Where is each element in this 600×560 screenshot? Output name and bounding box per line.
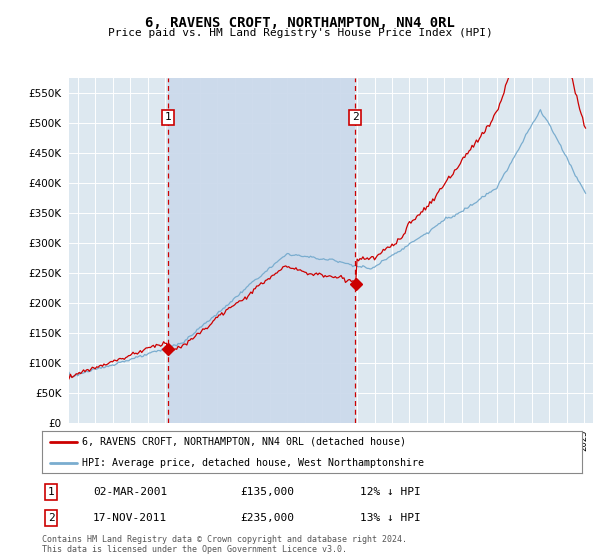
Text: 6, RAVENS CROFT, NORTHAMPTON, NN4 0RL: 6, RAVENS CROFT, NORTHAMPTON, NN4 0RL [145,16,455,30]
Text: 02-MAR-2001: 02-MAR-2001 [93,487,167,497]
Text: 13% ↓ HPI: 13% ↓ HPI [360,513,421,523]
Text: 6, RAVENS CROFT, NORTHAMPTON, NN4 0RL (detached house): 6, RAVENS CROFT, NORTHAMPTON, NN4 0RL (d… [83,437,407,447]
Text: 2: 2 [47,513,55,523]
Text: Price paid vs. HM Land Registry's House Price Index (HPI): Price paid vs. HM Land Registry's House … [107,28,493,38]
Text: £235,000: £235,000 [240,513,294,523]
Text: 2: 2 [352,113,359,122]
Text: 12% ↓ HPI: 12% ↓ HPI [360,487,421,497]
Text: 1: 1 [164,113,172,122]
Text: 17-NOV-2011: 17-NOV-2011 [93,513,167,523]
Text: HPI: Average price, detached house, West Northamptonshire: HPI: Average price, detached house, West… [83,458,425,468]
Bar [168,78,355,423]
Text: £135,000: £135,000 [240,487,294,497]
Text: Contains HM Land Registry data © Crown copyright and database right 2024.
This d: Contains HM Land Registry data © Crown c… [42,535,407,554]
Text: 1: 1 [47,487,55,497]
